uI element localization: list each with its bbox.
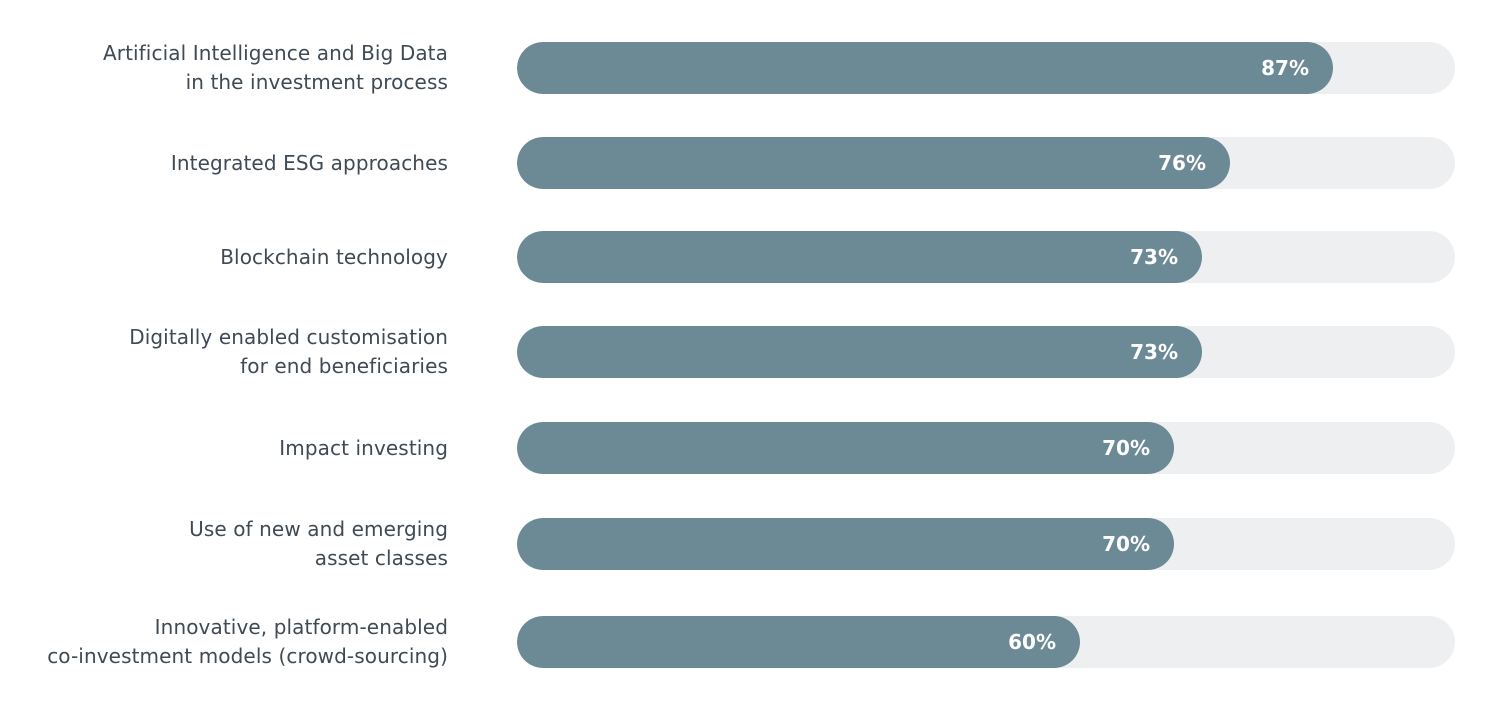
category-label-line: Blockchain technology — [220, 244, 448, 269]
bar-track: 60% — [517, 616, 1455, 668]
bar: 70% — [517, 422, 1174, 474]
bar-row: Blockchain technology 73% — [0, 231, 1502, 283]
bar-track: 87% — [517, 42, 1455, 94]
bar-row: Innovative, platform-enabled co-investmen… — [0, 615, 1502, 668]
category-label-line: co-investment models (crowd-sourcing) — [47, 644, 448, 668]
bar-row: Digitally enabled customisation for end b… — [0, 325, 1502, 378]
bar-row: Impact investing 70% — [0, 422, 1502, 474]
bar-track: 70% — [517, 518, 1455, 570]
bar-row: Artificial Intelligence and Big Data in t… — [0, 41, 1502, 94]
bar-row: Integrated ESG approaches 76% — [0, 137, 1502, 189]
category-label: Innovative, platform-enabled co-investmen… — [8, 615, 448, 668]
category-label-line: Use of new and emerging — [189, 517, 448, 541]
bar-track: 76% — [517, 137, 1455, 189]
bar-value-label: 70% — [1102, 436, 1150, 460]
bar: 60% — [517, 616, 1080, 668]
bar-value-label: 87% — [1261, 56, 1309, 80]
category-label: Digitally enabled customisation for end b… — [8, 325, 448, 378]
bar-value-label: 76% — [1158, 151, 1206, 175]
bar-track: 70% — [517, 422, 1455, 474]
category-label-line: in the investment process — [185, 70, 448, 94]
bar: 73% — [517, 231, 1202, 283]
bar-track: 73% — [517, 231, 1455, 283]
category-label-line: asset classes — [314, 546, 448, 570]
bar: 70% — [517, 518, 1174, 570]
bar-track: 73% — [517, 326, 1455, 378]
bar-value-label: 73% — [1130, 340, 1178, 364]
bar: 73% — [517, 326, 1202, 378]
category-label: Integrated ESG approaches — [8, 137, 448, 189]
category-label-line: Digitally enabled customisation — [129, 325, 448, 349]
bar-row: Use of new and emerging asset classes 70% — [0, 517, 1502, 570]
category-label-line: Integrated ESG approaches — [170, 150, 448, 175]
bar-value-label: 73% — [1130, 245, 1178, 269]
category-label: Blockchain technology — [8, 231, 448, 283]
bar: 76% — [517, 137, 1230, 189]
category-label: Artificial Intelligence and Big Data in t… — [8, 41, 448, 94]
bar-value-label: 60% — [1008, 630, 1056, 654]
category-label-line: for end beneficiaries — [240, 354, 448, 378]
category-label: Impact investing — [8, 422, 448, 474]
bar: 87% — [517, 42, 1333, 94]
category-label-line: Artificial Intelligence and Big Data — [102, 41, 448, 65]
bar-value-label: 70% — [1102, 532, 1150, 556]
category-label: Use of new and emerging asset classes — [8, 517, 448, 570]
category-label-line: Innovative, platform-enabled — [154, 615, 448, 639]
category-label-line: Impact investing — [279, 435, 448, 460]
